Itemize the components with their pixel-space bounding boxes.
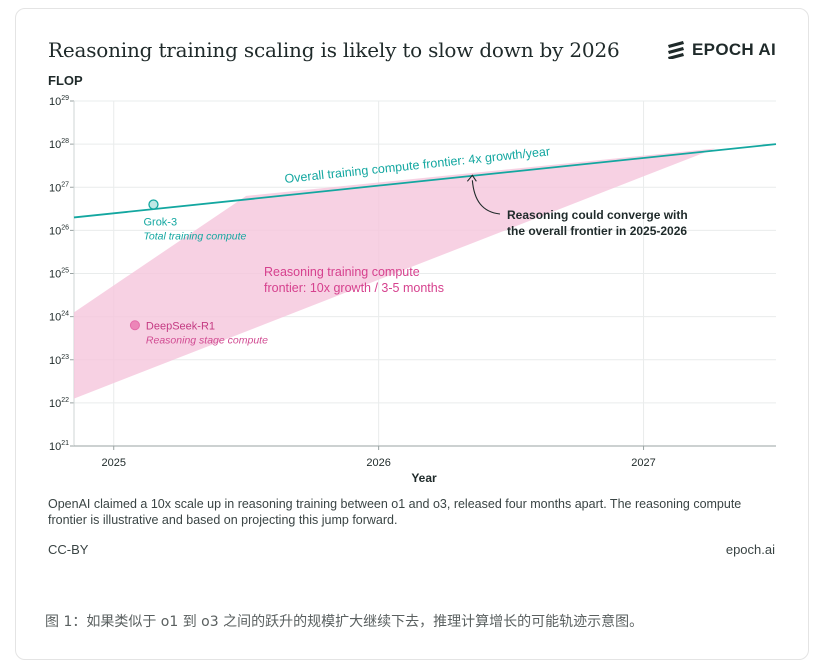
grok-3-note: Total training compute	[143, 231, 246, 243]
site-link[interactable]: epoch.ai	[725, 542, 775, 557]
y-tick-label: 1024	[49, 311, 69, 324]
annotation-arrowhead	[466, 174, 477, 182]
reasoning-frontier-band	[74, 148, 716, 399]
y-tick-label: 1028	[49, 138, 69, 151]
x-tick-label: 2026	[366, 457, 390, 469]
x-axis-label: Year	[411, 471, 437, 485]
y-tick-label: 1026	[49, 224, 69, 237]
license-label: CC-BY	[48, 542, 89, 557]
y-tick-label: 1025	[49, 268, 69, 281]
figure-caption: 图 1：如果类似于 o1 到 o3 之间的跃升的规模扩大继续下去，推理计算增长的…	[45, 614, 644, 630]
epoch-logo[interactable]: EPOCH AI	[666, 40, 776, 60]
annotation-text: Reasoning could converge with	[507, 208, 688, 222]
deepseek-r1-note: Reasoning stage compute	[146, 334, 268, 346]
y-tick-label: 1021	[49, 440, 69, 453]
line-layer	[73, 143, 777, 219]
band-layer	[74, 148, 716, 399]
band-label: frontier: 10x growth / 3-5 months	[264, 281, 444, 295]
annotation-text: the overall frontier in 2025-2026	[507, 224, 687, 238]
chart-plot: FLOP Year 1029 1028 1027 1026 1025 1024 1023 10…	[48, 73, 777, 485]
y-axis-label: FLOP	[48, 73, 83, 88]
x-tick-label: 2025	[101, 457, 125, 469]
band-label: Reasoning training compute	[264, 265, 420, 279]
y-tick-label: 1022	[49, 397, 69, 410]
grok-3-point[interactable]	[148, 199, 159, 210]
grok-3-label: Grok-3	[143, 217, 177, 229]
y-tick-label: 1029	[49, 95, 69, 108]
point-layer	[129, 199, 159, 331]
deepseek-r1-point[interactable]	[129, 320, 140, 331]
y-tick-label: 1027	[49, 181, 69, 194]
overall-frontier-line	[73, 143, 777, 219]
epoch-logo-icon	[668, 41, 685, 59]
chart-caption: OpenAI claimed a 10x scale up in reasoni…	[48, 497, 742, 527]
annotation-arrow	[471, 180, 501, 215]
logo-text: EPOCH AI	[692, 40, 776, 59]
deepseek-r1-label: DeepSeek-R1	[146, 320, 215, 332]
chart-title: Reasoning training scaling is likely to …	[48, 38, 620, 62]
y-tick-label: 1023	[49, 354, 69, 367]
x-tick-label: 2027	[631, 457, 655, 469]
